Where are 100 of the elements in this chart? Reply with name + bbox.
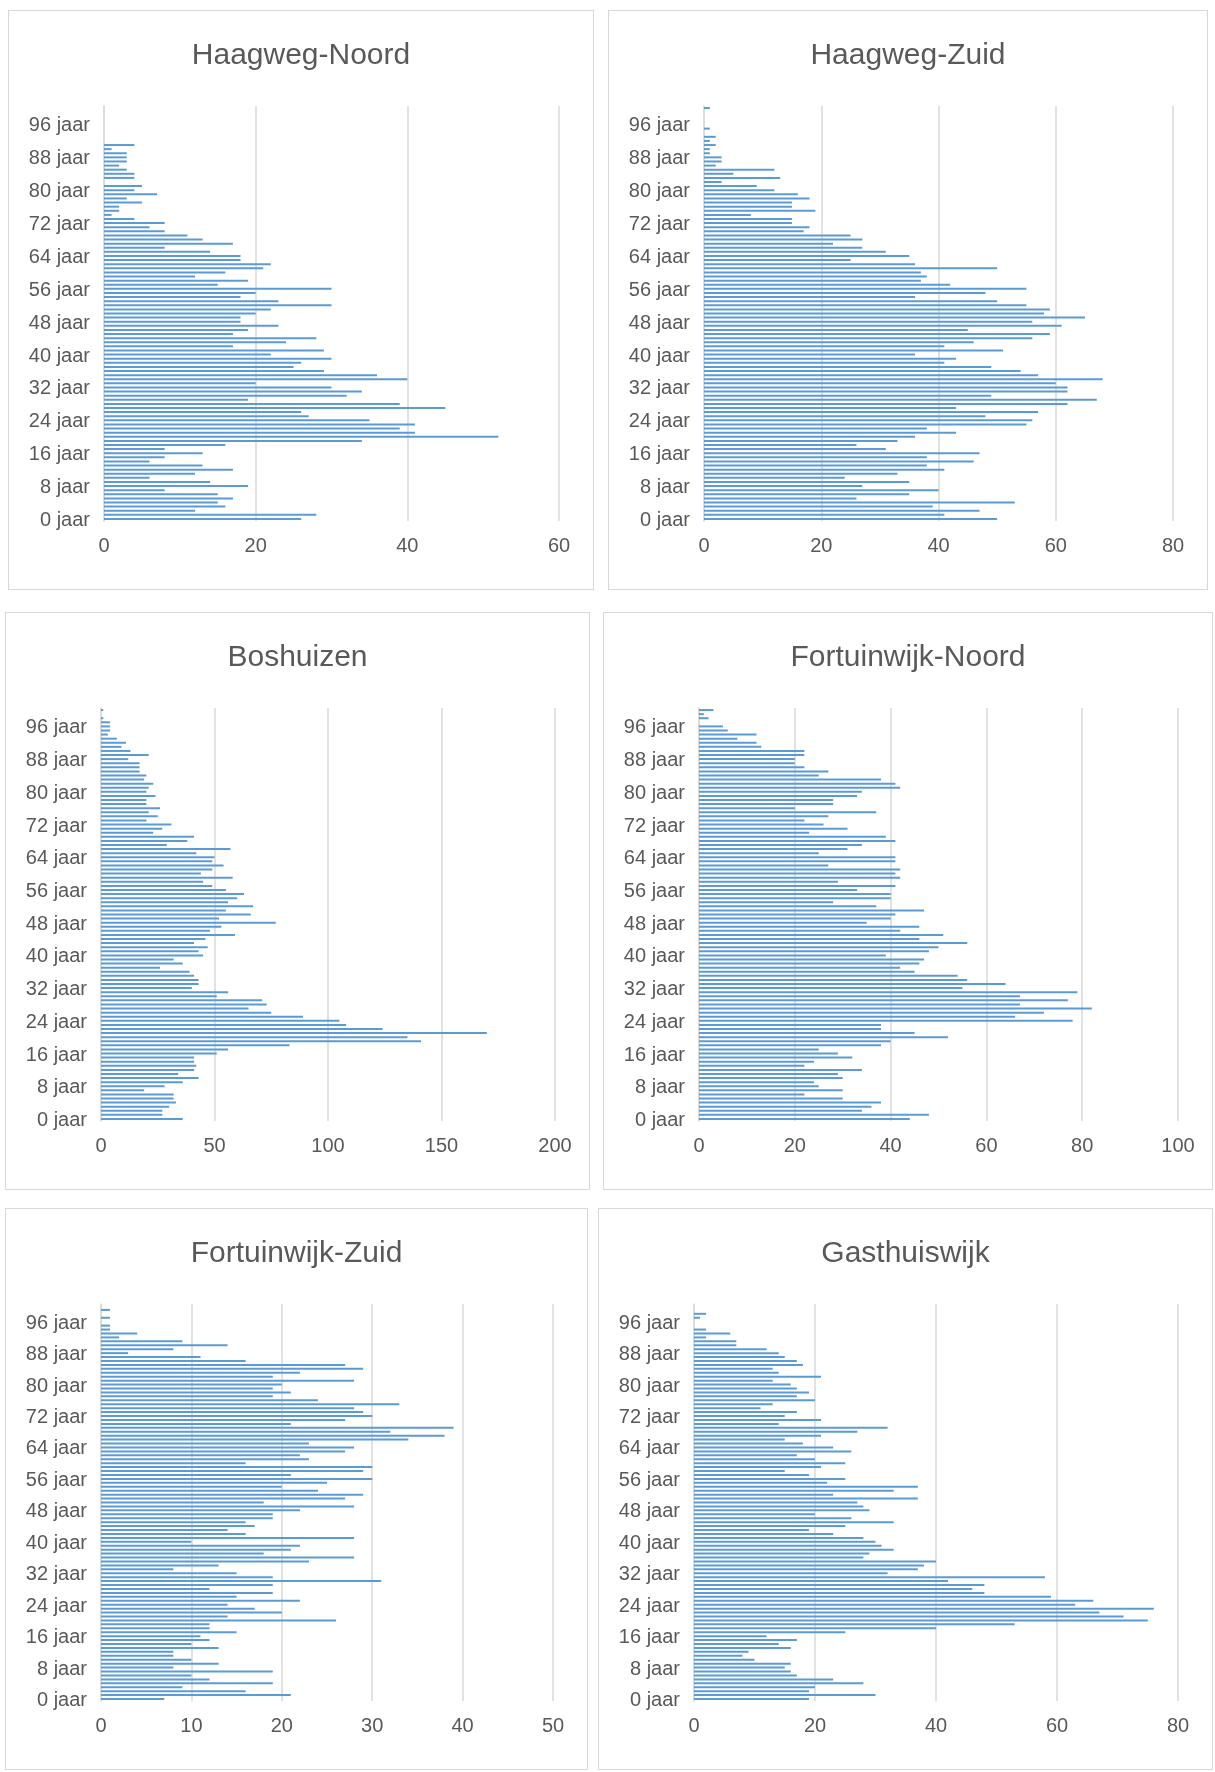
bar xyxy=(104,287,332,290)
bar xyxy=(101,766,140,769)
y-tick-label: 64 jaar xyxy=(28,244,91,267)
bar xyxy=(101,1032,487,1035)
bar xyxy=(101,1603,228,1606)
y-tick-label: 88 jaar xyxy=(28,146,91,169)
bar xyxy=(101,1023,347,1026)
y-tick-label: 0 jaar xyxy=(629,1688,681,1711)
bar xyxy=(104,493,218,496)
bar xyxy=(694,1552,870,1555)
bar xyxy=(101,901,229,904)
bar xyxy=(104,361,302,364)
bar xyxy=(699,978,968,981)
bar xyxy=(104,509,195,512)
y-tick-label: 56 jaar xyxy=(25,878,88,901)
x-tick-label: 0 xyxy=(698,534,710,556)
bar xyxy=(101,1077,199,1080)
bar xyxy=(704,205,792,208)
bar xyxy=(704,443,857,446)
bar xyxy=(101,1477,373,1480)
bar xyxy=(699,819,805,822)
bar xyxy=(694,1356,785,1359)
bar xyxy=(704,505,933,508)
bar xyxy=(101,1639,210,1642)
bar xyxy=(101,1109,163,1112)
chart-title: Gasthuiswijk xyxy=(821,1234,991,1268)
bar xyxy=(101,815,158,818)
bar xyxy=(704,201,792,204)
bar xyxy=(101,1489,318,1492)
bar xyxy=(694,1430,858,1433)
bar xyxy=(101,1426,454,1429)
bar xyxy=(104,164,120,167)
bar xyxy=(699,856,896,859)
bar xyxy=(101,1678,210,1681)
bar xyxy=(101,1422,291,1425)
y-tick-label: 72 jaar xyxy=(28,212,91,235)
bar xyxy=(694,1517,852,1520)
bar xyxy=(694,1360,797,1362)
bar xyxy=(104,443,226,446)
y-tick-label: 32 jaar xyxy=(618,1562,681,1585)
bar xyxy=(101,1470,364,1473)
bar xyxy=(101,774,147,777)
x-tick-label: 40 xyxy=(927,534,950,556)
bar xyxy=(104,374,377,377)
bar xyxy=(104,238,203,241)
bar xyxy=(704,415,986,418)
bar xyxy=(101,1383,282,1386)
y-tick-label: 88 jaar xyxy=(25,748,88,771)
bar xyxy=(699,811,877,814)
bar xyxy=(699,933,944,936)
bar xyxy=(699,897,891,900)
bar xyxy=(699,843,862,846)
bar xyxy=(101,933,235,936)
bar xyxy=(704,464,927,467)
y-tick-label: 40 jaar xyxy=(628,343,691,366)
bar xyxy=(704,456,927,459)
bar xyxy=(104,480,211,483)
bar xyxy=(699,827,848,830)
bar xyxy=(704,370,1021,373)
y-tick-label: 56 jaar xyxy=(28,277,91,300)
bar xyxy=(694,1650,749,1653)
bar xyxy=(699,1064,805,1067)
bar xyxy=(704,333,1050,336)
bar xyxy=(704,382,1056,385)
bar xyxy=(104,279,249,282)
bar xyxy=(694,1678,834,1681)
bar xyxy=(699,872,896,875)
bar xyxy=(104,296,241,299)
bar xyxy=(699,1093,805,1096)
bar xyxy=(704,419,1033,422)
bar xyxy=(104,324,279,327)
bar xyxy=(104,452,203,455)
bar xyxy=(104,197,127,200)
bar xyxy=(694,1497,918,1500)
bar xyxy=(699,717,709,720)
y-tick-label: 24 jaar xyxy=(628,409,691,432)
bar xyxy=(694,1584,985,1587)
bar xyxy=(694,1540,876,1543)
bar xyxy=(101,1105,170,1108)
bar xyxy=(699,991,1078,994)
bar xyxy=(101,1694,291,1697)
bar xyxy=(101,1379,355,1382)
bar xyxy=(101,1072,179,1075)
bar xyxy=(101,1623,210,1626)
bar xyxy=(101,1650,174,1653)
bar xyxy=(704,156,722,159)
bar xyxy=(704,390,1068,393)
bar xyxy=(101,1003,267,1006)
bar xyxy=(101,758,129,761)
bar xyxy=(699,983,1006,986)
bar xyxy=(704,271,921,274)
bar xyxy=(699,1032,915,1035)
bar xyxy=(704,402,1068,405)
bar xyxy=(704,341,974,344)
bar xyxy=(704,209,816,212)
bar xyxy=(101,1576,273,1579)
x-tick-label: 200 xyxy=(538,1134,572,1156)
bar xyxy=(694,1580,949,1583)
bar xyxy=(699,815,829,818)
y-tick-label: 48 jaar xyxy=(25,1499,88,1522)
